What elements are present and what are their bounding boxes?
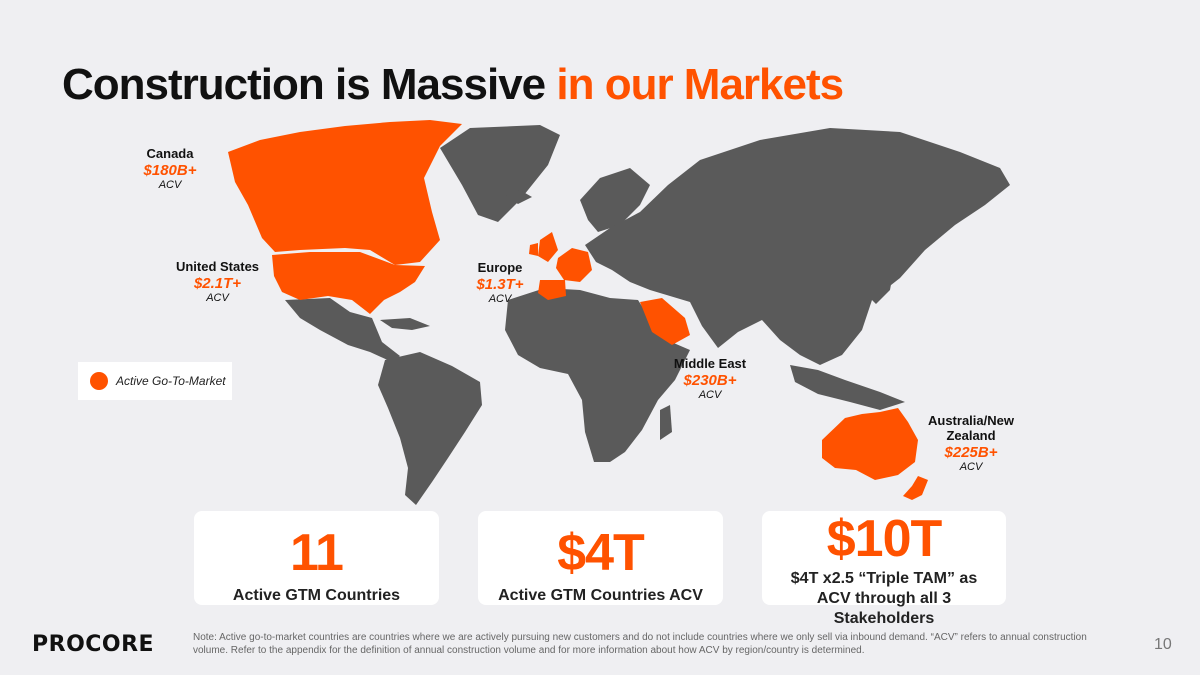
- legend: Active Go-To-Market: [78, 362, 232, 400]
- region-value: $225B+: [944, 443, 998, 461]
- united-states-shape: [272, 252, 425, 314]
- stat-card-countries: 11 Active GTM Countries: [194, 511, 439, 605]
- legend-label: Active Go-To-Market: [116, 374, 226, 388]
- uk-shape: [538, 232, 558, 262]
- western-europe-shape: [556, 248, 592, 282]
- region-unit: ACV: [488, 293, 512, 306]
- region-value: $180B+: [143, 161, 197, 179]
- africa-shape: [505, 288, 690, 462]
- footnote: Note: Active go-to-market countries are …: [193, 632, 1087, 656]
- region-canada: Canada $180B+ ACV: [130, 146, 210, 192]
- region-middle-east: Middle East $230B+ ACV: [668, 356, 752, 402]
- region-united-states: United States $2.1T+ ACV: [165, 259, 270, 305]
- region-australia-new-zealand: Australia/New Zealand $225B+ ACV: [920, 413, 1022, 474]
- stat-value: $10T: [826, 510, 943, 568]
- region-name: Canada: [146, 146, 194, 161]
- ireland-shape: [529, 243, 538, 256]
- eurasia-shape: [585, 128, 1010, 365]
- scandinavia-shape: [580, 168, 650, 232]
- region-unit: ACV: [206, 292, 229, 305]
- stat-label: Active GTM Countries ACV: [498, 587, 703, 604]
- iceland-shape: [505, 190, 532, 204]
- greenland-shape: [440, 125, 560, 222]
- stat-label: Active GTM Countries: [232, 587, 401, 604]
- region-unit: ACV: [959, 461, 983, 474]
- region-europe: Europe $1.3T+ ACV: [465, 260, 535, 306]
- region-value: $2.1T+: [193, 274, 242, 292]
- iberia-shape: [538, 280, 566, 300]
- region-value: $230B+: [683, 371, 737, 389]
- caribbean-shape: [380, 318, 430, 330]
- central-america-shape: [285, 298, 400, 362]
- region-unit: ACV: [698, 389, 722, 402]
- stat-value: 11: [290, 524, 344, 582]
- new-zealand-shape: [903, 476, 928, 500]
- region-name: Australia/New Zealand: [928, 413, 1014, 443]
- region-unit: ACV: [158, 179, 182, 192]
- stat-value: $4T: [557, 524, 645, 582]
- legend-swatch: [90, 372, 108, 390]
- region-name: United States: [175, 259, 260, 274]
- title-main: Construction is Massive: [62, 60, 546, 109]
- region-name: Europe: [477, 260, 523, 275]
- procore-logo: PROCORE: [32, 632, 155, 657]
- southeast-asia-shape: [790, 365, 905, 410]
- madagascar-shape: [660, 405, 672, 440]
- stat-card-triple-tam: $10T $4T x2.5 “Triple TAM” as ACV throug…: [762, 510, 1006, 627]
- region-value: $1.3T+: [476, 275, 524, 293]
- stat-label: $4T x2.5 “Triple TAM” as ACV through all…: [790, 570, 978, 627]
- south-america-shape: [378, 352, 482, 505]
- page-number: 10: [1154, 636, 1172, 653]
- australia-shape: [822, 408, 918, 480]
- stat-card-acv: $4T Active GTM Countries ACV: [478, 511, 723, 605]
- title-accent: in our Markets: [556, 60, 844, 109]
- saudi-arabia-shape: [640, 298, 690, 345]
- canada-shape: [228, 120, 462, 265]
- japan-shape: [870, 258, 895, 304]
- page-title: Construction is Massive in our Markets: [62, 58, 844, 112]
- region-name: Middle East: [673, 356, 747, 371]
